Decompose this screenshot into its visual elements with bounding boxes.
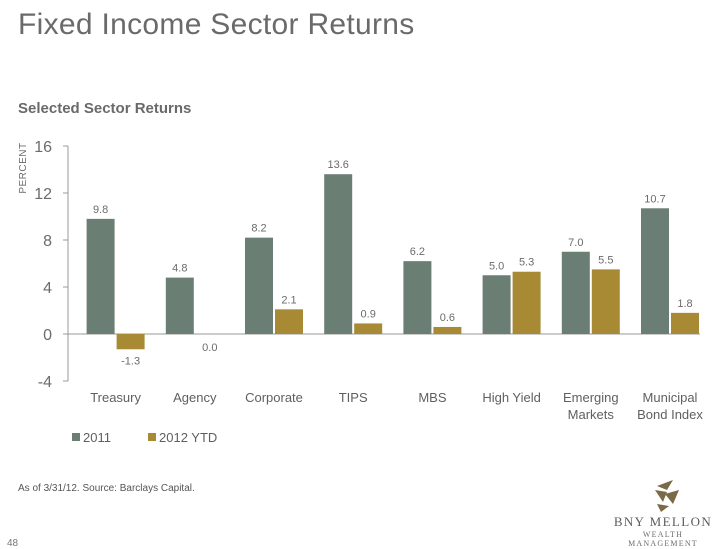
data-label: 5.0 (489, 260, 504, 272)
legend-label: 2012 YTD (159, 430, 217, 445)
legend-swatch (148, 433, 156, 441)
bar-2011 (403, 261, 432, 334)
bar-2011 (245, 237, 273, 334)
bar-2012-ytd (275, 309, 303, 334)
data-label: 1.8 (677, 298, 692, 310)
data-label: 10.7 (644, 193, 665, 205)
bar-2012-ytd (591, 269, 620, 334)
source-footnote: As of 3/31/12. Source: Barclays Capital. (18, 483, 195, 494)
category-label: Corporate (245, 390, 303, 405)
category-label: Emerging (563, 390, 619, 405)
bar-2011 (165, 277, 194, 334)
data-label: 8.2 (251, 223, 266, 235)
bar-2011 (86, 218, 115, 334)
data-label: 0.9 (361, 308, 376, 320)
bar-2012-ytd (116, 334, 145, 350)
data-label: 5.3 (519, 257, 534, 269)
category-label: Municipal (643, 390, 698, 405)
data-label: 7.0 (568, 237, 583, 249)
category-label: High Yield (482, 390, 541, 405)
bar-2011 (482, 275, 511, 334)
bar-2011 (324, 174, 353, 334)
category-label: Markets (568, 407, 615, 422)
data-label: 4.8 (172, 263, 187, 275)
bar-2012-ytd (354, 323, 383, 334)
y-tick-label: 0 (43, 327, 52, 344)
bar-2012-ytd (671, 312, 699, 334)
category-label: MBS (418, 390, 447, 405)
y-tick-label: 12 (34, 186, 52, 203)
legend-label: 2011 (83, 430, 111, 445)
data-label: 5.5 (598, 254, 613, 266)
page-title: Fixed Income Sector Returns (18, 8, 415, 41)
category-label: Bond Index (637, 407, 703, 422)
data-label: 6.2 (410, 246, 425, 258)
brand-subtitle: WEALTH MANAGEMENT (628, 530, 698, 548)
page-number: 48 (7, 538, 19, 549)
data-label: 2.1 (281, 294, 296, 306)
legend-swatch (72, 433, 80, 441)
y-tick-label: 8 (43, 233, 52, 250)
bar-chart: 16 12 8 4 0 -4 PERCENT 9.8 4.8 8.2 13.6 6.2 5.0 7.0 10… (18, 139, 703, 445)
bar-2011 (641, 208, 669, 334)
category-label: Treasury (90, 390, 141, 405)
y-tick-label: 4 (43, 280, 52, 297)
y-axis-title: PERCENT (18, 142, 29, 193)
data-label: 13.6 (327, 159, 348, 171)
data-label: 9.8 (93, 204, 108, 216)
bny-mellon-logo-icon (655, 480, 679, 512)
data-label: 0.6 (440, 312, 455, 324)
category-label: TIPS (339, 390, 368, 405)
y-tick-label: -4 (38, 374, 52, 391)
bar-2012-ytd (433, 326, 462, 334)
brand-name: BNY MELLON (613, 514, 713, 529)
bny-mellon-logo: BNY MELLON WEALTH MANAGEMENT (607, 478, 719, 548)
data-label: -1.3 (121, 355, 140, 367)
data-label: 0.0 (202, 342, 217, 354)
bar-2012-ytd (512, 271, 541, 334)
category-label: Agency (173, 390, 217, 405)
bar-2011 (561, 251, 590, 334)
chart-title: Selected Sector Returns (18, 100, 192, 117)
y-tick-label: 16 (34, 139, 52, 156)
